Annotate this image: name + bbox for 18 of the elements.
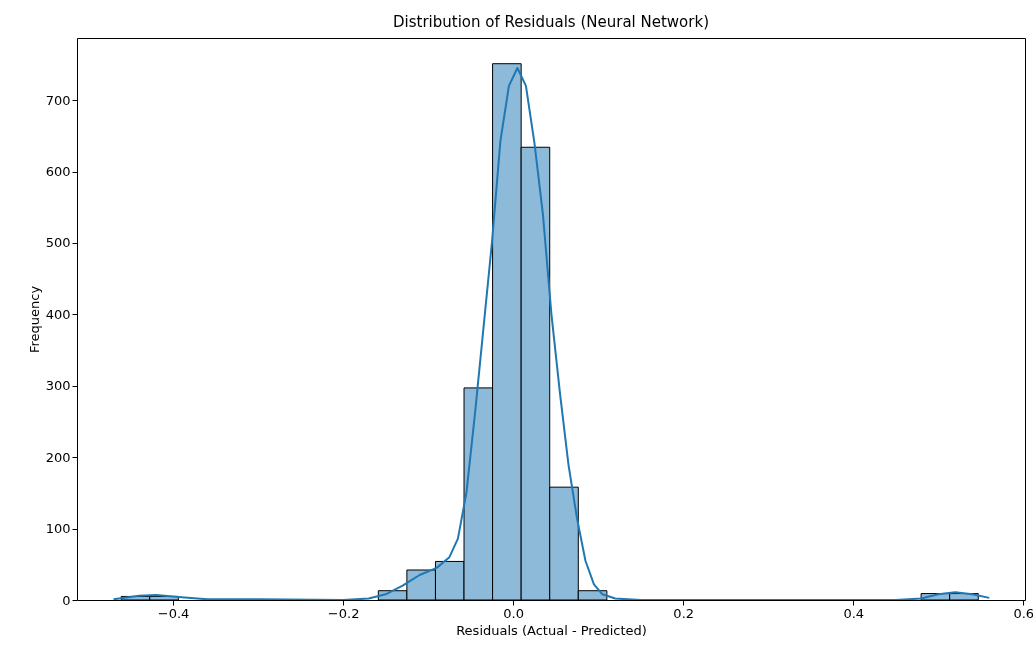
x-tick-label: 0.2 xyxy=(673,605,695,621)
y-tick-label: 200 xyxy=(45,449,71,465)
x-tick-label: −0.4 xyxy=(157,605,190,621)
y-tick-label: 700 xyxy=(45,92,71,108)
line-series xyxy=(112,66,991,600)
y-tick-label: 0 xyxy=(62,592,71,608)
y-tick-label: 400 xyxy=(45,306,71,322)
y-axis-title: Frequency xyxy=(26,285,42,354)
x-axis-title: Residuals (Actual - Predicted) xyxy=(456,622,647,638)
chart-title: Distribution of Residuals (Neural Network) xyxy=(392,13,710,31)
y-tick-label: 500 xyxy=(45,235,71,251)
y-tick-label: 300 xyxy=(45,378,71,394)
x-tick-label: 0.0 xyxy=(503,605,525,621)
y-tick-label: 600 xyxy=(45,164,71,180)
y-tick-label: 100 xyxy=(45,521,71,537)
x-tick-label: 0.6 xyxy=(1013,605,1033,621)
x-tick-label: 0.4 xyxy=(843,605,865,621)
x-tick-label: −0.2 xyxy=(327,605,360,621)
